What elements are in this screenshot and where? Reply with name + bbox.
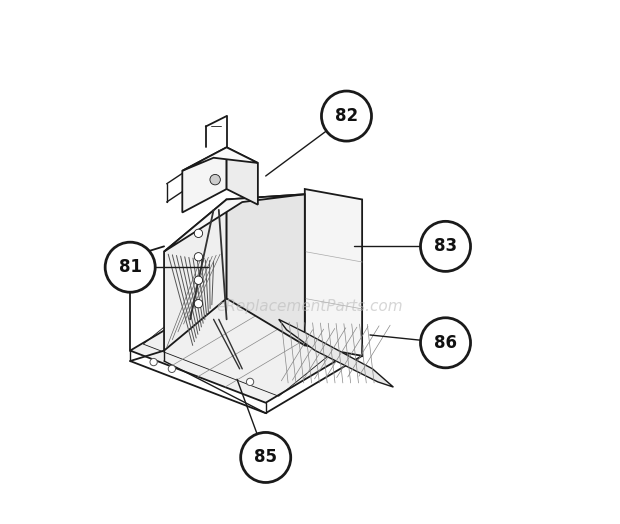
Circle shape — [105, 242, 155, 292]
Circle shape — [150, 358, 157, 366]
Polygon shape — [226, 147, 258, 205]
Polygon shape — [279, 319, 394, 387]
Polygon shape — [182, 147, 258, 171]
Circle shape — [241, 432, 291, 483]
Polygon shape — [305, 189, 362, 356]
Circle shape — [194, 253, 203, 261]
Text: 83: 83 — [434, 237, 457, 255]
Circle shape — [420, 318, 471, 368]
Circle shape — [168, 365, 175, 373]
Circle shape — [210, 174, 220, 185]
Circle shape — [194, 229, 203, 237]
Circle shape — [194, 276, 203, 285]
Text: 85: 85 — [254, 449, 277, 466]
Polygon shape — [164, 200, 226, 351]
Circle shape — [321, 91, 371, 141]
Text: eReplacementParts.com: eReplacementParts.com — [216, 299, 404, 314]
Polygon shape — [226, 194, 305, 345]
Text: 81: 81 — [118, 258, 142, 276]
Circle shape — [194, 300, 203, 308]
Text: 82: 82 — [335, 107, 358, 125]
Text: 86: 86 — [434, 334, 457, 352]
Circle shape — [420, 221, 471, 271]
Circle shape — [246, 378, 254, 386]
Polygon shape — [182, 147, 226, 213]
Polygon shape — [130, 293, 362, 403]
Polygon shape — [164, 194, 305, 252]
